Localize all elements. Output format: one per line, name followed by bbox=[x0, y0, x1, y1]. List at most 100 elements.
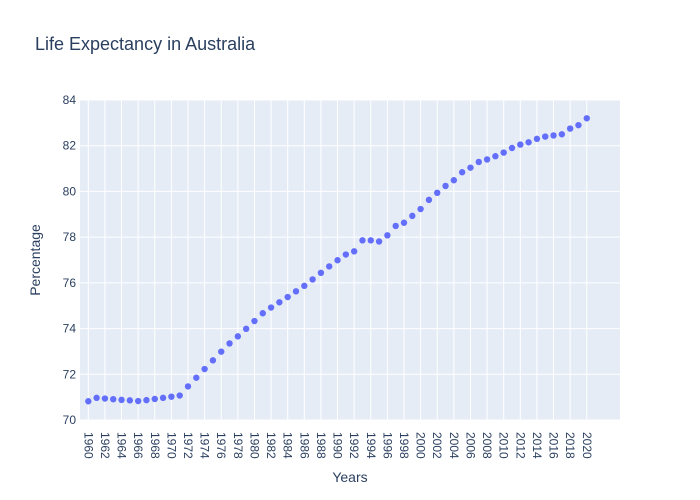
x-tick-label: 1982 bbox=[264, 432, 278, 459]
data-point[interactable] bbox=[242, 325, 250, 332]
x-tick-label: 1968 bbox=[148, 432, 162, 459]
y-tick-label: 82 bbox=[63, 139, 77, 153]
data-point[interactable] bbox=[143, 396, 150, 404]
data-point[interactable] bbox=[525, 139, 532, 146]
x-tick-label: 2020 bbox=[580, 432, 594, 459]
gridlines bbox=[80, 99, 620, 421]
data-point[interactable] bbox=[517, 141, 524, 148]
data-point[interactable] bbox=[134, 397, 142, 405]
data-point[interactable] bbox=[326, 263, 333, 270]
x-tick-label: 1988 bbox=[314, 432, 328, 459]
x-axis-title: Years bbox=[332, 469, 367, 485]
x-tick-label: 1998 bbox=[397, 432, 411, 459]
data-point[interactable] bbox=[492, 153, 499, 160]
x-tick-label: 1964 bbox=[115, 432, 129, 459]
data-point[interactable] bbox=[267, 304, 275, 311]
data-point[interactable] bbox=[409, 212, 416, 220]
x-tick-label: 1962 bbox=[98, 432, 112, 459]
x-tick-label: 1984 bbox=[281, 432, 295, 459]
data-point[interactable] bbox=[201, 365, 208, 373]
data-point[interactable] bbox=[458, 169, 466, 176]
y-tick-label: 70 bbox=[63, 413, 77, 427]
data-point[interactable] bbox=[417, 205, 424, 213]
data-point[interactable] bbox=[434, 189, 441, 196]
x-tick-label: 1996 bbox=[380, 432, 394, 459]
y-tick-label: 78 bbox=[63, 230, 77, 244]
data-point[interactable] bbox=[110, 396, 117, 403]
data-point[interactable] bbox=[309, 276, 316, 283]
data-point[interactable] bbox=[292, 288, 300, 295]
y-tick-label: 84 bbox=[63, 93, 77, 107]
data-point[interactable] bbox=[234, 333, 242, 340]
data-point[interactable] bbox=[367, 237, 374, 244]
x-tick-label: 1986 bbox=[297, 432, 311, 459]
x-tick-label: 2002 bbox=[430, 432, 444, 459]
data-point[interactable] bbox=[251, 317, 258, 325]
data-point[interactable] bbox=[118, 396, 125, 404]
x-tick-label: 2000 bbox=[414, 432, 428, 459]
x-tick-label: 1966 bbox=[131, 432, 145, 459]
data-point[interactable] bbox=[218, 348, 225, 355]
data-point[interactable] bbox=[583, 115, 590, 122]
data-point[interactable] bbox=[85, 398, 92, 405]
data-point[interactable] bbox=[301, 282, 308, 290]
data-point[interactable] bbox=[400, 219, 408, 226]
x-tick-label: 2016 bbox=[547, 432, 561, 459]
y-tick-label: 76 bbox=[63, 276, 77, 290]
x-tick-label: 1978 bbox=[231, 432, 245, 459]
x-tick-labels: 1960 1962 1964 1966 1968 1970 1972 1974 1976 1978… bbox=[81, 432, 593, 459]
data-point[interactable] bbox=[542, 133, 549, 140]
x-tick-label: 2006 bbox=[463, 432, 477, 459]
x-tick-label: 2018 bbox=[563, 432, 577, 459]
chart-title: Life Expectancy in Australia bbox=[35, 34, 256, 54]
data-point[interactable] bbox=[126, 397, 134, 404]
data-point[interactable] bbox=[159, 394, 167, 402]
data-point[interactable] bbox=[475, 158, 482, 166]
data-point[interactable] bbox=[384, 232, 391, 239]
data-point[interactable] bbox=[317, 269, 325, 276]
x-tick-label: 2010 bbox=[497, 432, 511, 459]
data-point[interactable] bbox=[550, 132, 557, 139]
data-point[interactable] bbox=[93, 394, 100, 402]
x-tick-label: 1990 bbox=[331, 432, 345, 459]
data-point[interactable] bbox=[392, 222, 399, 230]
data-point[interactable] bbox=[350, 248, 358, 255]
data-point[interactable] bbox=[425, 196, 433, 204]
y-tick-label: 80 bbox=[63, 184, 77, 198]
data-point[interactable] bbox=[533, 135, 541, 143]
data-point[interactable] bbox=[151, 395, 158, 403]
data-point[interactable] bbox=[276, 299, 283, 306]
data-points bbox=[85, 115, 590, 405]
x-tick-label: 2008 bbox=[480, 432, 494, 459]
data-point[interactable] bbox=[575, 121, 582, 129]
data-point[interactable] bbox=[193, 374, 200, 381]
data-point[interactable] bbox=[450, 177, 458, 184]
x-tick-label: 1972 bbox=[181, 432, 195, 459]
data-point[interactable] bbox=[259, 310, 266, 317]
data-point[interactable] bbox=[375, 238, 383, 245]
data-point[interactable] bbox=[284, 293, 291, 301]
data-point[interactable] bbox=[500, 149, 507, 156]
data-point[interactable] bbox=[176, 392, 183, 399]
data-point[interactable] bbox=[467, 164, 474, 171]
x-tick-label: 2014 bbox=[530, 432, 544, 459]
data-point[interactable] bbox=[508, 144, 516, 152]
plot-background bbox=[80, 100, 620, 420]
data-point[interactable] bbox=[359, 237, 366, 244]
data-point[interactable] bbox=[101, 395, 109, 402]
data-point[interactable] bbox=[342, 251, 350, 258]
x-tick-label: 1992 bbox=[347, 432, 361, 459]
data-point[interactable] bbox=[226, 340, 233, 347]
data-point[interactable] bbox=[442, 182, 449, 190]
data-point[interactable] bbox=[334, 257, 341, 264]
x-tick-label: 2012 bbox=[513, 432, 527, 459]
data-point[interactable] bbox=[558, 131, 566, 138]
data-point[interactable] bbox=[566, 125, 574, 132]
data-point[interactable] bbox=[209, 357, 217, 364]
data-point[interactable] bbox=[168, 393, 175, 400]
data-point[interactable] bbox=[184, 383, 192, 390]
y-tick-label: 74 bbox=[63, 322, 77, 336]
y-axis-title: Percentage bbox=[27, 224, 43, 296]
data-point[interactable] bbox=[483, 156, 491, 163]
